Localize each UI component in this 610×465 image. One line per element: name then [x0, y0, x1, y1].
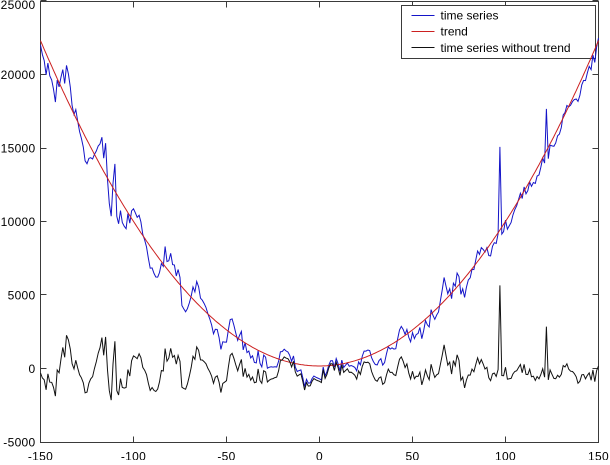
svg-text:25000: 25000: [1, 0, 36, 12]
svg-text:time series: time series: [441, 8, 499, 22]
svg-text:-150: -150: [28, 450, 53, 460]
svg-text:5000: 5000: [8, 288, 36, 302]
svg-text:-100: -100: [121, 450, 146, 460]
svg-text:-50: -50: [217, 450, 235, 460]
svg-text:100: 100: [495, 450, 516, 460]
svg-text:50: 50: [406, 450, 420, 460]
svg-text:150: 150: [588, 450, 609, 460]
svg-text:10000: 10000: [1, 215, 36, 229]
svg-text:20000: 20000: [1, 68, 36, 82]
svg-text:-5000: -5000: [3, 435, 35, 449]
svg-text:time series without trend: time series without trend: [441, 41, 571, 55]
svg-text:15000: 15000: [1, 141, 36, 155]
svg-text:0: 0: [29, 362, 36, 376]
svg-text:trend: trend: [441, 25, 468, 39]
svg-text:0: 0: [316, 450, 323, 460]
